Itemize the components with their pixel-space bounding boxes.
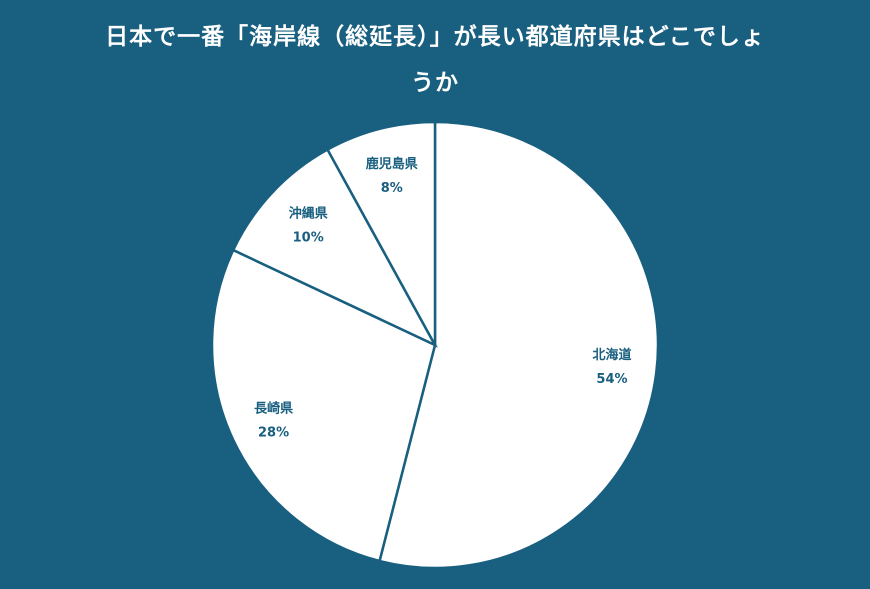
- slice-label: 長崎県: [254, 400, 293, 416]
- slice-label: 鹿児島県: [366, 156, 418, 172]
- slice-value: 8%: [381, 181, 403, 196]
- slice-value: 54%: [596, 372, 627, 387]
- slice-label: 沖縄県: [289, 205, 328, 221]
- slice-value: 28%: [258, 425, 289, 440]
- chart-title: 日本で一番「海岸線（総延長）」が長い都道府県はどこでしょうか: [105, 24, 765, 96]
- slice-value: 10%: [293, 230, 324, 245]
- slice-label: 北海道: [592, 347, 631, 363]
- pie-slice: [231, 147, 438, 348]
- pie-slice: [378, 120, 660, 570]
- pie-slice: [325, 120, 437, 346]
- pie-slice: [210, 248, 437, 563]
